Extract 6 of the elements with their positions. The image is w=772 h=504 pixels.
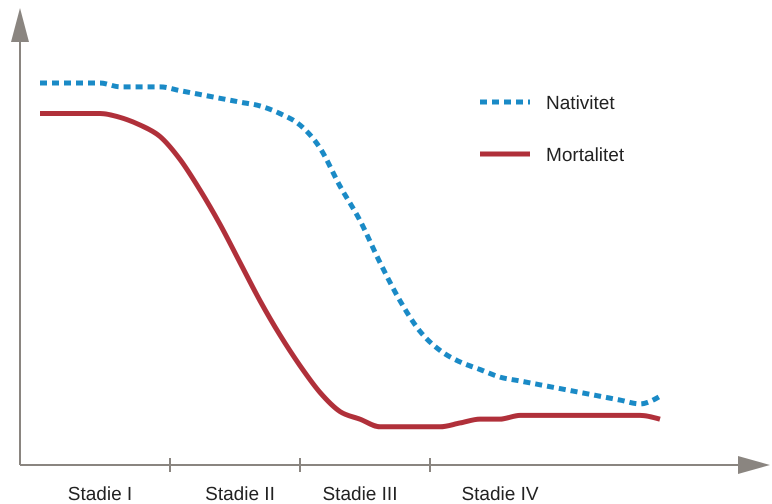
legend-label: Mortalitet: [546, 145, 625, 166]
x-tick-label: Stadie IV: [461, 484, 539, 504]
legend-label: Nativitet: [546, 93, 616, 114]
x-tick-label: Stadie II: [205, 484, 275, 504]
x-tick-label: Stadie III: [322, 484, 398, 504]
x-tick-label: Stadie I: [68, 484, 132, 504]
